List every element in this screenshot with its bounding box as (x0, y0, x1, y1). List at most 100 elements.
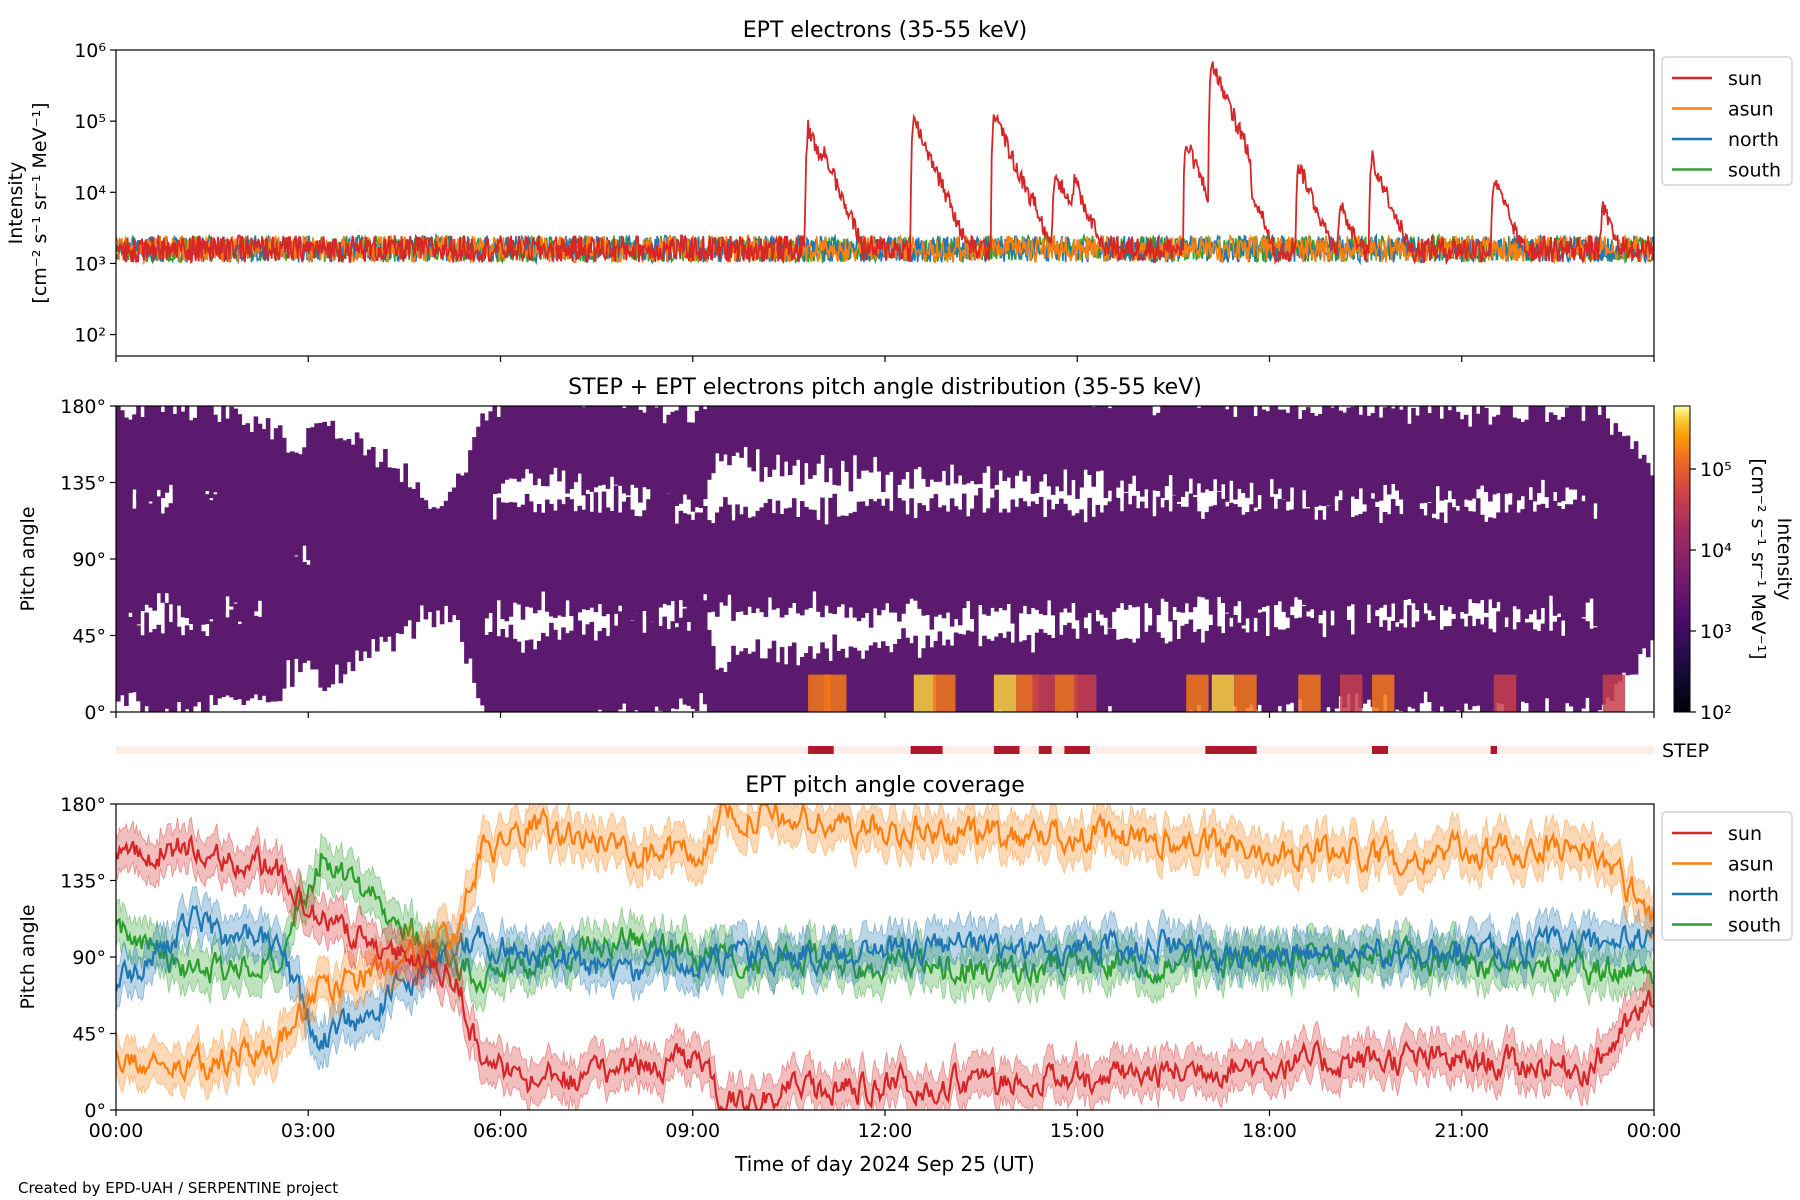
heatmap-cell (970, 533, 975, 620)
heatmap-cell (1597, 511, 1602, 619)
heatmap-cell (128, 617, 133, 693)
heatmap-hotspot (1234, 674, 1257, 712)
heatmap-cell (1063, 406, 1068, 470)
heatmap-cell (536, 641, 542, 712)
heatmap-cell (816, 522, 821, 599)
heatmap-cell (1269, 619, 1275, 712)
heatmap-cell (1038, 629, 1044, 712)
heatmap-cell (160, 411, 166, 499)
heatmap-cell (1196, 517, 1202, 595)
heatmap-cell (1257, 612, 1262, 705)
heatmap-cell (532, 406, 538, 486)
heatmap-cell (1439, 629, 1445, 707)
heatmap-cell (1046, 406, 1052, 487)
heatmap-cell (828, 535, 833, 614)
heatmap-cell (1463, 506, 1469, 614)
heatmap-cell (144, 612, 149, 707)
heatmap-cell (192, 525, 198, 631)
heatmap-cell (196, 618, 202, 703)
colorbar-tick-label: 10³ (1700, 621, 1732, 643)
heatmap-cell (1249, 518, 1254, 618)
heatmap-cell (905, 637, 910, 712)
heatmap-cell (1573, 612, 1578, 712)
panel3-legend: sun asun north south (1661, 811, 1793, 941)
heatmap-cell (168, 622, 174, 712)
heatmap-cell (261, 598, 267, 696)
heatmap-cell (1196, 407, 1202, 484)
heatmap-cell (383, 551, 388, 642)
heatmap-cell (1524, 622, 1530, 704)
heatmap-cell (787, 406, 793, 476)
heatmap-cell (1370, 518, 1376, 612)
heatmap-cell (747, 406, 752, 468)
heatmap-cell (326, 588, 332, 688)
heatmap-cell (577, 620, 582, 712)
heatmap-cell (1581, 421, 1586, 496)
heatmap-cell (1119, 638, 1125, 712)
heatmap-cell (1613, 423, 1619, 530)
heatmap-cell (739, 528, 744, 612)
heatmap-cell (322, 587, 327, 691)
heatmap-cell (541, 512, 546, 592)
heatmap-cell (1378, 626, 1384, 712)
heatmap-cell (706, 629, 712, 712)
heatmap-cell (561, 406, 566, 471)
heatmap-cell (593, 492, 599, 591)
heatmap-cell (1544, 620, 1550, 699)
heatmap-cell (1403, 521, 1408, 598)
heatmap-cell (1172, 406, 1177, 495)
heatmap-cell (366, 560, 372, 658)
heatmap-cell (1435, 520, 1440, 617)
heatmap-cell (609, 633, 615, 712)
heatmap-cell (148, 632, 153, 712)
legend-label-asun: asun (1728, 99, 1774, 121)
heatmap-cell (120, 485, 125, 568)
heatmap-cell (1621, 596, 1627, 673)
heatmap-cell (322, 421, 327, 506)
heatmap-cell (1346, 407, 1351, 512)
heatmap-cell (1427, 506, 1432, 605)
heatmap-cell (597, 631, 603, 710)
heatmap-cell (1492, 632, 1497, 712)
heatmap-cell (759, 658, 765, 712)
heatmap-cell (136, 493, 141, 582)
heatmap-cell (443, 512, 449, 600)
heatmap-cell (1014, 623, 1020, 712)
heatmap-cell (225, 418, 230, 503)
heatmap-cell (1395, 626, 1400, 710)
heatmap-cell (961, 513, 967, 609)
heatmap-cell (1229, 511, 1234, 618)
heatmap-cell (318, 472, 323, 562)
heatmap-cell (1415, 621, 1420, 712)
heatmap-cell (148, 406, 153, 502)
heatmap-cell (1617, 593, 1623, 682)
heatmap-cell (318, 422, 323, 511)
heatmap-cell (1455, 609, 1461, 711)
heatmap-cell (1216, 519, 1222, 597)
heatmap-cell (1115, 527, 1121, 609)
heatmap-cell (536, 504, 542, 605)
heatmap-cell (184, 625, 190, 710)
heatmap-cell (775, 531, 781, 609)
heatmap-cell (731, 406, 736, 456)
heatmap-cell (666, 414, 671, 494)
heatmap-cell (759, 406, 765, 482)
y-tick-label: 90° (72, 947, 106, 969)
panel1-title: EPT electrons (35-55 keV) (743, 18, 1028, 43)
heatmap-cell (152, 629, 157, 712)
heatmap-cell (172, 614, 178, 712)
heatmap-cell (152, 492, 157, 596)
heatmap-cell (735, 406, 740, 453)
heatmap-cell (1439, 512, 1445, 598)
heatmap-cell (585, 406, 591, 490)
heatmap-cell (516, 641, 522, 712)
heatmap-cell (1297, 617, 1303, 700)
heatmap-cell (630, 509, 635, 591)
heatmap-cell (528, 639, 534, 712)
heatmap-cell (201, 406, 206, 491)
heatmap-cell (1277, 629, 1283, 707)
heatmap-cell (1423, 516, 1428, 604)
heatmap-cell (565, 633, 570, 712)
heatmap-cell (658, 406, 663, 501)
colorbar (1673, 405, 1691, 713)
